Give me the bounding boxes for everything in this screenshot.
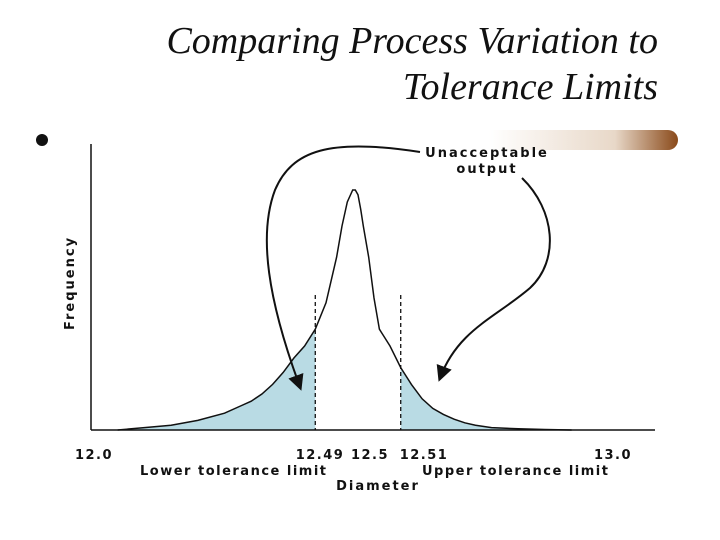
shaded-area-below-lsl	[117, 329, 316, 430]
lower-tolerance-label: Lower tolerance limit	[140, 464, 328, 479]
annotation-line1: Unacceptable	[425, 146, 549, 161]
x-tick-label: 13.0	[594, 448, 632, 463]
distribution-curve	[117, 189, 572, 431]
slide-title-line2: Tolerance Limits	[402, 66, 658, 108]
x-tick-label: 12.51	[400, 448, 449, 463]
upper-tolerance-label: Upper tolerance limit	[422, 464, 609, 479]
x-tick-labels: 12.0 12.49 12.5 12.51 13.0	[75, 448, 632, 463]
annotation-arrow-right	[436, 177, 551, 382]
title-rule-bar	[48, 130, 678, 150]
shaded-areas	[117, 329, 572, 430]
title-underline-decoration	[36, 130, 678, 150]
x-tick-label: 12.49	[296, 448, 345, 463]
slide-title-line1: Comparing Process Variation to	[166, 20, 658, 62]
x-tick-label: 12.5	[351, 448, 389, 463]
title-rule-bullet	[36, 134, 48, 146]
shaded-area-above-usl	[400, 367, 572, 430]
y-axis-label: Frequency	[63, 236, 78, 330]
x-tick-label: 12.0	[75, 448, 113, 463]
x-axis-label: Diameter	[336, 479, 420, 494]
annotation-arrow-left	[265, 145, 421, 391]
slide-title: Comparing Process Variation to Tolerance…	[18, 18, 658, 110]
annotation-line2: output	[456, 162, 517, 177]
